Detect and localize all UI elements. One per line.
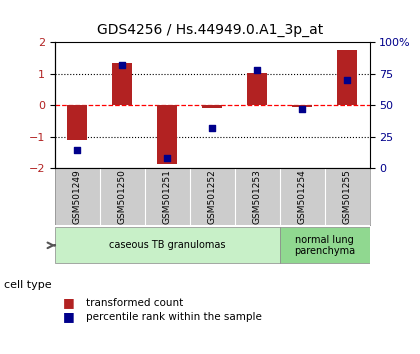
Bar: [202, 105, 222, 108]
Bar: [280, 227, 370, 263]
Text: GSM501250: GSM501250: [118, 170, 126, 224]
Point: [254, 67, 260, 73]
Text: caseous TB granulomas: caseous TB granulomas: [109, 240, 226, 250]
Bar: [292, 105, 312, 107]
Text: transformed count: transformed count: [86, 298, 184, 308]
Bar: [247, 73, 267, 105]
Bar: [157, 105, 177, 164]
Point: [164, 155, 171, 161]
Text: GSM501249: GSM501249: [73, 170, 81, 224]
Text: GSM501251: GSM501251: [163, 170, 172, 224]
Text: GDS4256 / Hs.44949.0.A1_3p_at: GDS4256 / Hs.44949.0.A1_3p_at: [97, 23, 323, 37]
Text: normal lung
parenchyma: normal lung parenchyma: [294, 235, 355, 256]
Bar: [337, 50, 357, 105]
Point: [299, 107, 305, 112]
Bar: [112, 63, 132, 105]
Text: ■: ■: [63, 296, 75, 309]
Point: [119, 62, 126, 68]
Text: GSM501254: GSM501254: [298, 170, 307, 224]
Text: GSM501253: GSM501253: [252, 170, 262, 224]
Point: [209, 125, 215, 131]
Text: GSM501252: GSM501252: [207, 170, 217, 224]
Text: percentile rank within the sample: percentile rank within the sample: [86, 312, 262, 322]
Text: GSM501255: GSM501255: [343, 170, 352, 224]
Text: cell type: cell type: [4, 280, 52, 290]
Text: ■: ■: [63, 310, 75, 323]
Bar: [67, 105, 87, 140]
Bar: [55, 227, 280, 263]
Point: [74, 147, 81, 153]
Point: [344, 78, 350, 83]
